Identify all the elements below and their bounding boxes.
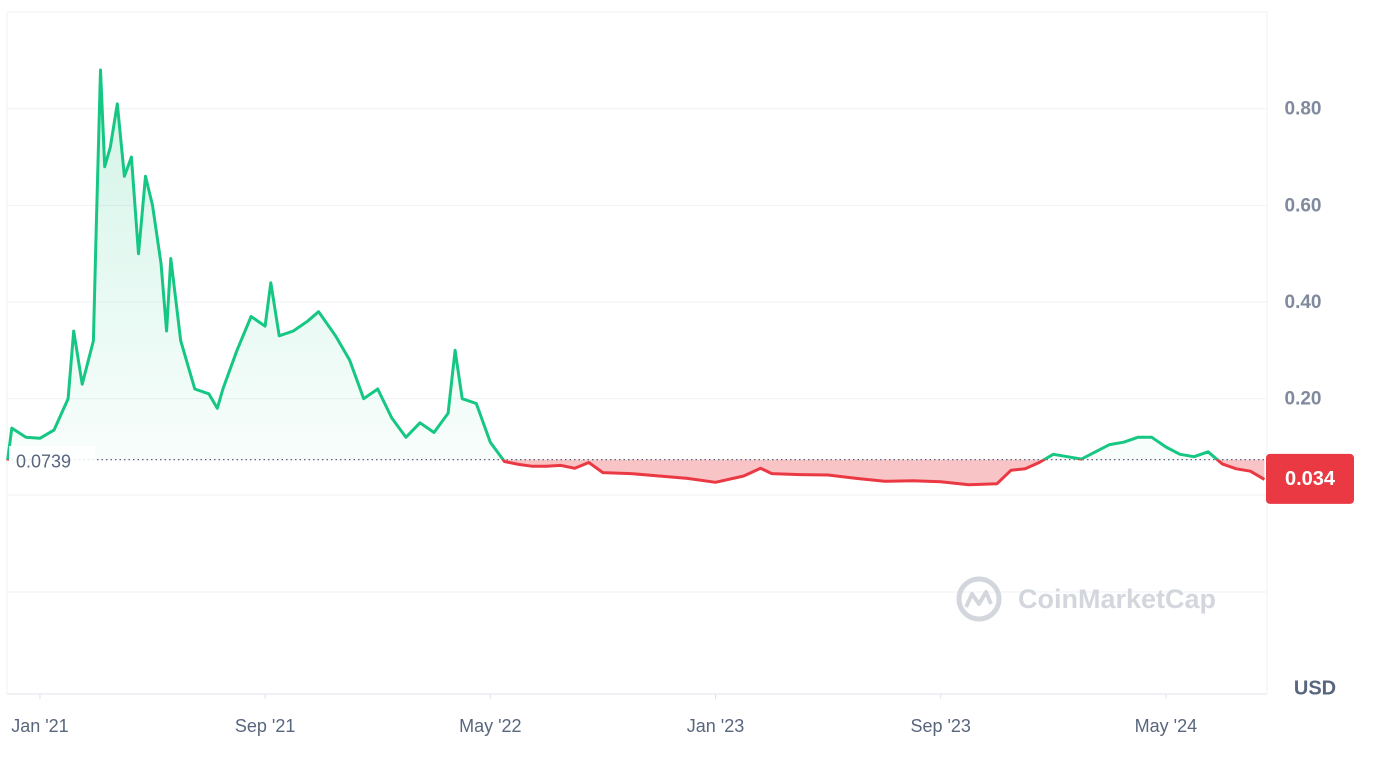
baseline-label-bg bbox=[9, 446, 95, 478]
watermark: CoinMarketCap bbox=[956, 576, 1216, 622]
price-line bbox=[6, 68, 1266, 487]
plot bbox=[6, 68, 1267, 699]
unit-label: USD bbox=[1294, 677, 1336, 699]
y-tick-label: 0.80 bbox=[1285, 99, 1322, 120]
watermark-text: CoinMarketCap bbox=[1018, 584, 1216, 614]
y-tick-label: 0.20 bbox=[1285, 389, 1322, 410]
last-price-label: 0.034 bbox=[1285, 468, 1336, 490]
frame bbox=[6, 11, 1268, 695]
x-tick-label: Jan '21 bbox=[11, 716, 68, 736]
baseline-label: 0.0739 bbox=[16, 451, 71, 471]
area bbox=[7, 70, 1265, 485]
watermark-logo-mark bbox=[964, 590, 993, 608]
last-price-badge bbox=[1266, 453, 1354, 504]
x-tick-label: May '24 bbox=[1135, 716, 1197, 736]
x-tick-label: Sep '23 bbox=[910, 716, 971, 736]
watermark-logo bbox=[956, 576, 1002, 622]
x-tick-label: Sep '21 bbox=[235, 716, 296, 736]
x-tick-label: Jan '23 bbox=[687, 716, 744, 736]
y-tick-label: 0.60 bbox=[1285, 195, 1322, 216]
y-tick-label: 0.40 bbox=[1285, 292, 1322, 313]
x-tick-label: May '22 bbox=[459, 716, 521, 736]
